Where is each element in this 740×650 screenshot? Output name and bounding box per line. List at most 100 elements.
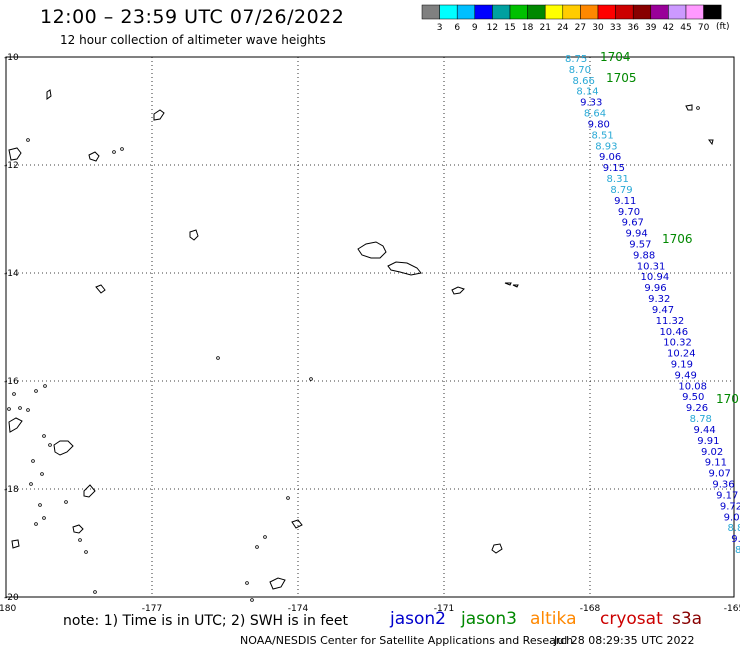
island-outline — [387, 261, 422, 276]
track-time-label: 1705 — [606, 71, 637, 85]
legend-tick-label: 6 — [454, 23, 460, 33]
wave-height-label: 9.70 — [618, 207, 640, 218]
wave-height-label: 10.32 — [663, 338, 692, 349]
islet-outline — [12, 392, 16, 396]
islet-outline — [696, 106, 700, 110]
wave-height-label: 9.32 — [648, 294, 670, 305]
islet-outline — [309, 377, 313, 381]
mission-cryosat-label: cryosat — [600, 609, 663, 629]
legend-tick-label: 27 — [575, 23, 586, 33]
wave-height-label: 9.11 — [705, 458, 727, 469]
latitude-label: -18 — [4, 485, 19, 495]
island-outline — [269, 577, 286, 590]
color-scale-legend: 3 6 9 12 15 18 21 24 27 30 33 36 39 42 45 70 — [421, 4, 722, 33]
islet-outline — [26, 138, 30, 142]
islet-outline — [84, 550, 88, 554]
mission-jason2-label: jason2 — [390, 609, 446, 629]
wave-height-label: 9.49 — [675, 370, 697, 381]
footer-note: note: 1) Time is in UTC; 2) SWH is in fe… — [63, 613, 349, 629]
island-outline — [95, 284, 106, 294]
wave-height-label: 9.91 — [697, 436, 719, 447]
island-outline — [291, 519, 303, 529]
islet-outline — [255, 545, 259, 549]
legend-tick-label: 42 — [663, 23, 674, 33]
island-outline — [491, 543, 503, 554]
islet-outline — [120, 147, 124, 151]
wave-height-label: 9.36 — [712, 480, 734, 491]
legend-tick-label: 18 — [522, 23, 534, 33]
wave-height-label: 9.50 — [682, 392, 704, 403]
wave-height-label: 10.94 — [641, 272, 670, 283]
latitude-label: -20 — [4, 593, 19, 603]
islet-outline — [26, 408, 30, 412]
islet-outline — [48, 443, 52, 447]
wave-height-label: 8.8 — [727, 523, 740, 534]
latitude-label: -16 — [4, 377, 19, 387]
island-outline — [357, 241, 387, 259]
islet-outline — [245, 581, 249, 585]
wave-height-label: 9.17 — [716, 490, 738, 501]
island-outline — [53, 440, 74, 456]
islet-outline — [38, 503, 42, 507]
islet-outline — [34, 389, 38, 393]
legend-tick-label: 9 — [472, 23, 478, 33]
generated-timestamp: Jul 28 08:29:35 UTC 2022 — [554, 634, 695, 647]
island-outline — [708, 139, 714, 146]
island-outline — [512, 284, 519, 288]
island-outline — [83, 484, 96, 498]
wave-height-label: 8.51 — [591, 130, 613, 141]
longitude-label: -168 — [580, 604, 601, 614]
track-time-label: 1706 — [662, 232, 693, 246]
legend-tick-label: 21 — [539, 23, 550, 33]
islet-outline — [29, 482, 33, 486]
wave-height-label: 9.96 — [644, 283, 666, 294]
wave-height-label: 8.79 — [610, 185, 632, 196]
wave-height-label: 8.14 — [576, 87, 598, 98]
islet-outline — [112, 150, 116, 154]
wave-height-label: 9. — [731, 534, 740, 545]
islet-outline — [31, 459, 35, 463]
wave-height-label: 9.15 — [603, 163, 625, 174]
map-title: 12:00 – 23:59 UTC 07/26/2022 — [40, 6, 345, 28]
longitude-label: -174 — [288, 604, 309, 614]
legend-tick-label: 36 — [627, 23, 639, 33]
wave-height-label: 9.72 — [720, 501, 740, 512]
wave-height-label: 10.31 — [637, 261, 666, 272]
island-outline — [72, 524, 84, 534]
wave-height-label: 8.66 — [573, 76, 595, 87]
islet-outline — [78, 538, 82, 542]
legend-tick-label: 24 — [557, 23, 569, 33]
legend-tick-label: 45 — [680, 23, 691, 33]
wave-height-label: 9.04 — [724, 512, 740, 523]
legend-unit-label: (ft) — [716, 22, 730, 32]
wave-height-label: 8.31 — [607, 174, 629, 185]
wave-height-label: 8.70 — [569, 65, 591, 76]
island-outline — [451, 286, 465, 295]
wave-height-label: 9.06 — [599, 152, 621, 163]
credit-line: NOAA/NESDIS Center for Satellite Applica… — [240, 634, 574, 647]
island-outline — [153, 109, 165, 121]
legend-tick-label: 33 — [610, 23, 621, 33]
track-time-label: 1704 — [600, 50, 631, 64]
wave-height-label: 8 — [735, 545, 740, 556]
islet-outline — [43, 384, 47, 388]
island-outline — [189, 229, 199, 241]
wave-height-label: 9.02 — [701, 447, 723, 458]
legend-tick-label: 12 — [487, 23, 498, 33]
wave-height-label: 8.64 — [584, 109, 606, 120]
mission-s3a-label: s3a — [672, 609, 703, 629]
mission-jason3-label: jason3 — [461, 609, 517, 629]
wave-height-label: 9.80 — [588, 119, 610, 130]
legend-tick-label: 70 — [698, 23, 710, 33]
wave-height-label: 8.78 — [690, 414, 712, 425]
wave-height-label: 10.46 — [659, 327, 688, 338]
legend-tick-label: 39 — [645, 23, 657, 33]
wave-height-label: 9.26 — [686, 403, 708, 414]
islet-outline — [250, 598, 254, 602]
island-outline — [504, 282, 512, 286]
island-outline — [88, 151, 100, 162]
wave-height-label: 10.08 — [678, 381, 707, 392]
wave-height-label: 9.44 — [693, 425, 715, 436]
latitude-label: -12 — [4, 161, 19, 171]
island-outline — [46, 89, 52, 100]
